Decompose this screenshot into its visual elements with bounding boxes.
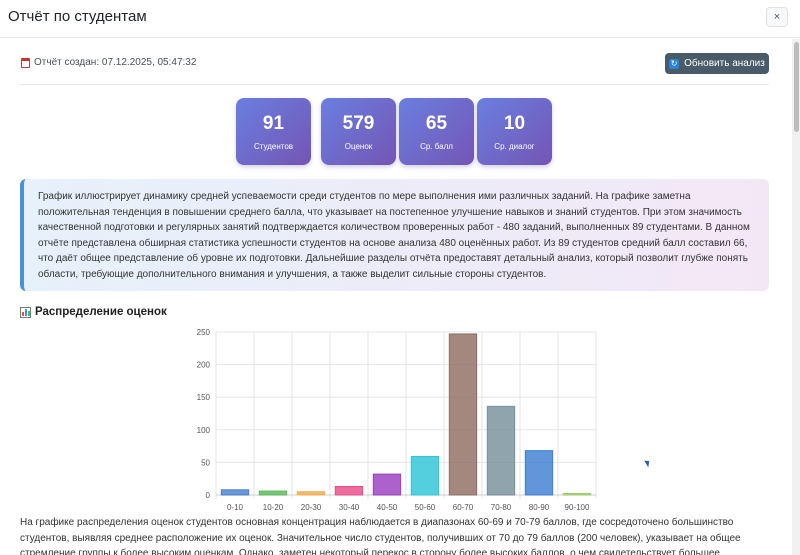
- stat-card-avg-score: 65 Ср. балл: [399, 98, 474, 165]
- x-tick-label: 60-70: [453, 503, 474, 512]
- x-tick-label: 40-50: [377, 503, 398, 512]
- stat-value: 91: [262, 113, 285, 134]
- bar-10-20[interactable]: [258, 490, 288, 496]
- calendar-icon: [21, 57, 30, 68]
- y-tick-label: 200: [197, 361, 211, 370]
- stat-card-avg-dialog: 10 Ср. диалог: [477, 98, 552, 165]
- stat-card-students: 91 Студентов: [236, 98, 311, 165]
- refresh-analysis-label: Обновить анализ: [684, 58, 765, 69]
- stat-label: Ср. диалог: [494, 142, 535, 151]
- scrollbar-thumb[interactable]: [794, 42, 799, 132]
- bar-30-40[interactable]: [334, 486, 364, 496]
- bar-80-90[interactable]: [524, 450, 554, 496]
- section-title-text: Распределение оценок: [35, 306, 167, 318]
- bar-50-60[interactable]: [410, 456, 440, 496]
- stat-value: 10: [503, 113, 526, 134]
- report-created-text: Отчёт создан: 07.12.2025, 05:47:32: [34, 57, 197, 68]
- analysis-summary-box: График иллюстрирует динамику средней усп…: [20, 179, 769, 291]
- x-tick-label: 90-100: [565, 503, 590, 512]
- bar-90-100[interactable]: [562, 493, 592, 496]
- section-title-distribution: Распределение оценок: [20, 306, 167, 318]
- chart-bars: [220, 333, 592, 496]
- bar-60-70[interactable]: [448, 333, 478, 496]
- scrollbar-track[interactable]: [792, 39, 800, 555]
- y-tick-label: 250: [197, 328, 211, 337]
- x-tick-label: 70-80: [491, 503, 512, 512]
- chart-y-ticks: 0 50 100 150 200 250: [197, 328, 211, 500]
- report-created-info: Отчёт создан: 07.12.2025, 05:47:32: [21, 57, 196, 68]
- divider: [20, 84, 769, 85]
- bar-20-30[interactable]: [296, 491, 326, 496]
- bar-70-80[interactable]: [486, 405, 516, 496]
- stat-label: Студентов: [253, 142, 294, 151]
- y-tick-label: 150: [197, 393, 211, 402]
- bar-chart-icon: [20, 306, 31, 318]
- chart-x-ticks: 0-10 10-20 20-30 30-40 40-50 50-60 60-70 70-80 8…: [227, 503, 590, 512]
- y-tick-label: 50: [201, 458, 210, 467]
- bar-0-10[interactable]: [220, 489, 250, 496]
- x-tick-label: 50-60: [415, 503, 436, 512]
- mouse-cursor: [644, 458, 652, 468]
- modal-title: Отчёт по студентам: [8, 8, 147, 25]
- stat-label: Оценок: [344, 142, 373, 151]
- stat-card-grades: 579 Оценок: [321, 98, 396, 165]
- stat-value: 65: [425, 113, 448, 134]
- x-tick-label: 20-30: [301, 503, 322, 512]
- close-button[interactable]: ×: [766, 7, 788, 27]
- x-tick-label: 0-10: [227, 503, 244, 512]
- y-tick-label: 100: [197, 426, 211, 435]
- x-tick-label: 80-90: [529, 503, 550, 512]
- x-tick-label: 30-40: [339, 503, 360, 512]
- refresh-icon: ↻: [669, 58, 680, 69]
- refresh-analysis-button[interactable]: ↻ Обновить анализ: [665, 53, 769, 74]
- grade-distribution-chart: 0 50 100 150 200 250 0-10 10-20 20-30 30-40 40-50…: [197, 328, 597, 512]
- distribution-description: На графике распределения оценок студенто…: [20, 517, 741, 555]
- stat-label: Ср. балл: [420, 142, 453, 151]
- stat-value: 579: [342, 113, 375, 134]
- y-tick-label: 0: [206, 491, 211, 500]
- bar-40-50[interactable]: [372, 473, 402, 496]
- modal-header: Отчёт по студентам ×: [0, 0, 800, 38]
- x-tick-label: 10-20: [263, 503, 284, 512]
